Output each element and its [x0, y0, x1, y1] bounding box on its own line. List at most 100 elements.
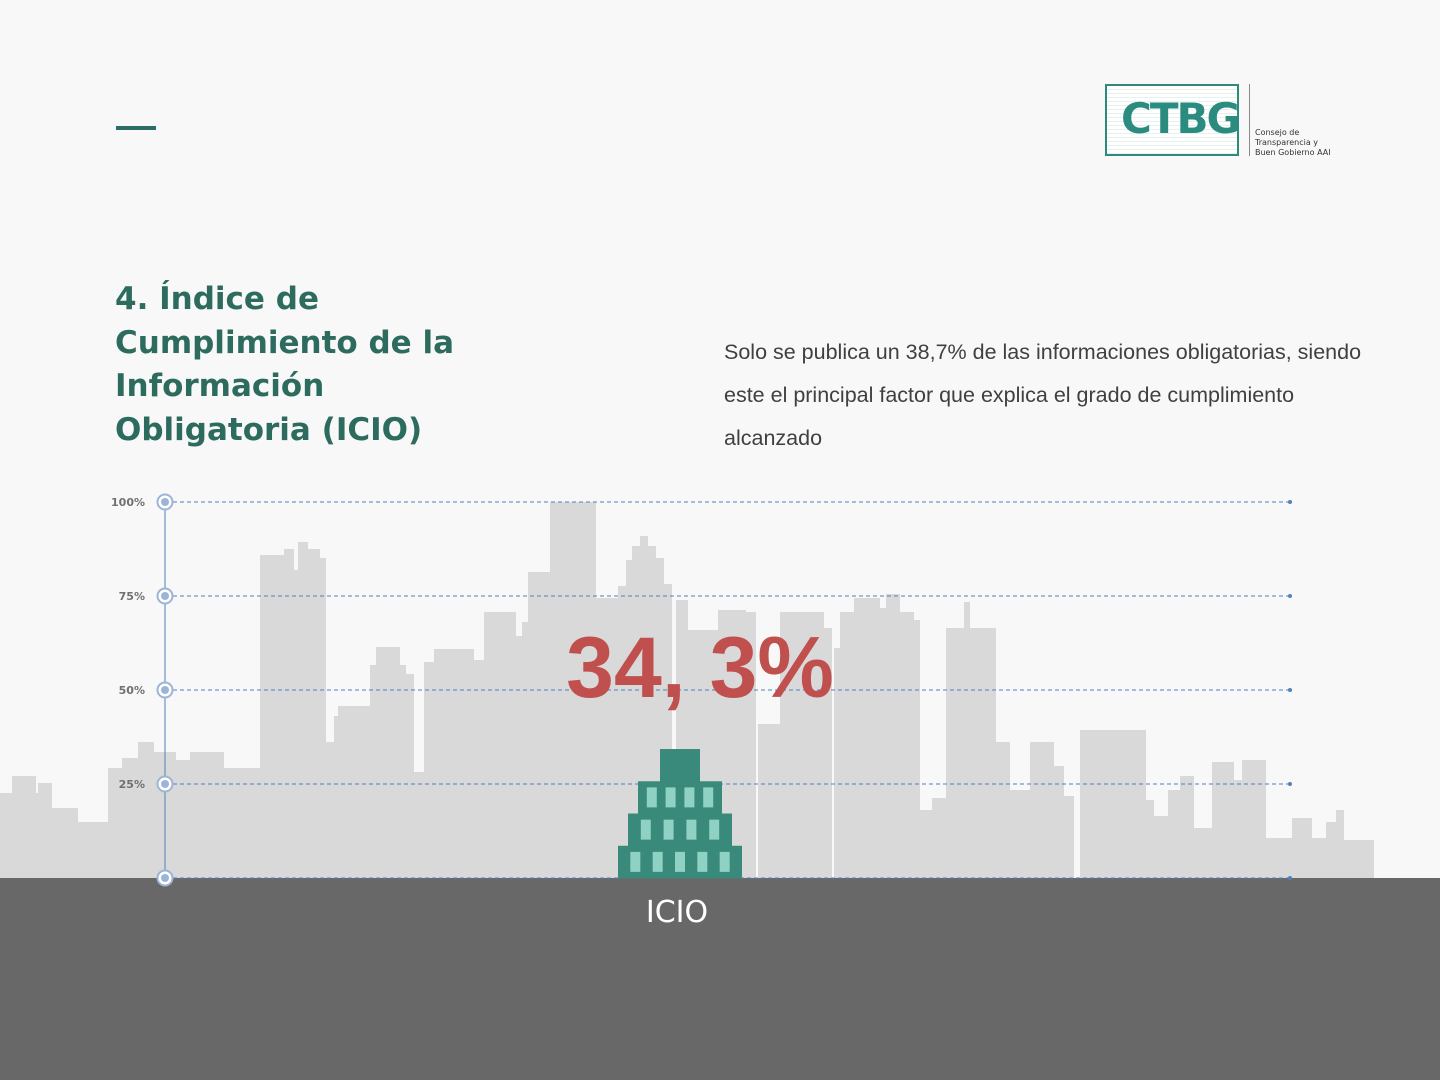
skyline-block: [176, 760, 190, 878]
skyline-block: [854, 598, 880, 878]
skyline-block: [596, 598, 618, 878]
building-window: [719, 851, 730, 872]
skyline-block: [424, 662, 434, 878]
skyline-block: [1326, 822, 1336, 878]
skyline-block: [640, 536, 648, 878]
gridline-end-dot: [1288, 876, 1292, 880]
skyline-block: [138, 742, 154, 878]
icio-bar-tier: [660, 749, 700, 782]
skyline-block: [1234, 780, 1242, 878]
skyline-block: [1010, 790, 1030, 878]
building-window: [684, 787, 695, 808]
skyline-block: [298, 542, 308, 878]
skyline-block: [920, 810, 932, 878]
skyline-block: [632, 546, 642, 878]
skyline-block: [260, 555, 284, 878]
skyline-block: [1242, 760, 1266, 878]
logo-text: Consejo de Transparencia y Buen Gobierno…: [1255, 128, 1331, 157]
description-text: Solo se publica un 38,7% de las informac…: [724, 340, 1362, 450]
skyline-block: [970, 628, 996, 878]
skyline-block: [376, 647, 400, 878]
building-window: [630, 851, 641, 872]
skyline-block: [1194, 828, 1212, 878]
skyline-block: [932, 798, 946, 878]
skyline-block: [886, 594, 900, 878]
building-window: [640, 819, 651, 840]
skyline-block: [284, 549, 294, 878]
skyline-block: [334, 716, 340, 878]
skyline-block: [946, 628, 964, 878]
skyline-block: [516, 636, 522, 878]
skyline-block: [840, 612, 854, 878]
skyline-block: [324, 742, 334, 878]
skyline-block: [996, 742, 1010, 878]
skyline-block: [1312, 838, 1326, 878]
skyline-block: [1080, 730, 1146, 878]
logo-box: CTBG: [1105, 84, 1241, 156]
skyline-block: [474, 660, 484, 878]
skyline-block: [1168, 790, 1182, 878]
skyline-block: [1054, 766, 1064, 878]
skyline-block: [780, 612, 824, 878]
skyline-block: [190, 752, 224, 878]
value-label: 34, 3%: [566, 620, 834, 716]
skyline-block: [880, 608, 886, 878]
logo-divider: [1249, 84, 1250, 156]
skyline-block: [528, 572, 552, 878]
skyline-block: [308, 549, 320, 878]
tick-marker-core: [161, 686, 169, 694]
chart-grid: 100% 75% 50% 25%: [111, 493, 1292, 887]
skyline-block: [900, 612, 914, 878]
y-tick-label: 75%: [119, 590, 145, 603]
accent-dash: [116, 126, 156, 130]
skyline-block: [746, 612, 756, 878]
skyline-block: [338, 706, 370, 878]
skyline-block: [664, 584, 672, 878]
ctbg-logo: CTBG Consejo de Transparencia y Buen Gob…: [1105, 84, 1345, 162]
skyline-block: [320, 558, 326, 878]
y-tick-label: 50%: [119, 684, 145, 697]
skyline-block: [626, 560, 634, 878]
skyline-block: [522, 622, 530, 878]
skyline-block: [656, 558, 664, 878]
skyline-block: [1212, 762, 1234, 878]
skyline-block: [964, 602, 970, 878]
building-window: [652, 851, 663, 872]
skyline-block: [370, 665, 380, 878]
building-window: [663, 819, 674, 840]
skyline-block: [1064, 796, 1074, 878]
skyline-block: [618, 586, 628, 878]
skyline-block: [824, 628, 832, 878]
skyline-block: [224, 768, 260, 878]
skyline-block: [648, 546, 656, 878]
skyline-block: [400, 665, 406, 878]
skyline-block: [1266, 838, 1292, 878]
building-window: [703, 787, 714, 808]
skyline-block: [78, 822, 108, 878]
chart-bars: ICIO: [618, 749, 742, 930]
y-tick-label: 100%: [111, 496, 145, 509]
skyline-block: [758, 724, 782, 878]
building-window: [646, 787, 657, 808]
skyline-block: [484, 612, 516, 878]
tick-marker-core: [161, 498, 169, 506]
skyline-background: [0, 502, 1374, 878]
skyline-block: [1154, 816, 1168, 878]
logo-mark: CTBG: [1121, 94, 1241, 143]
building-window: [686, 819, 697, 840]
skyline-block: [1336, 810, 1344, 878]
skyline-block: [1344, 840, 1374, 878]
skyline-block: [1030, 742, 1054, 878]
skyline-block: [108, 768, 122, 878]
skyline-block: [52, 808, 78, 878]
building-window: [675, 851, 685, 872]
gridline-end-dot: [1288, 594, 1292, 598]
skyline-block: [12, 776, 36, 878]
skyline-block: [38, 783, 52, 878]
ground: [0, 878, 1440, 1080]
skyline-block: [1292, 818, 1312, 878]
skyline-block: [122, 758, 140, 878]
gridline-end-dot: [1288, 500, 1292, 504]
page-title: 4. Índice de Cumplimiento de la Informac…: [115, 281, 455, 448]
